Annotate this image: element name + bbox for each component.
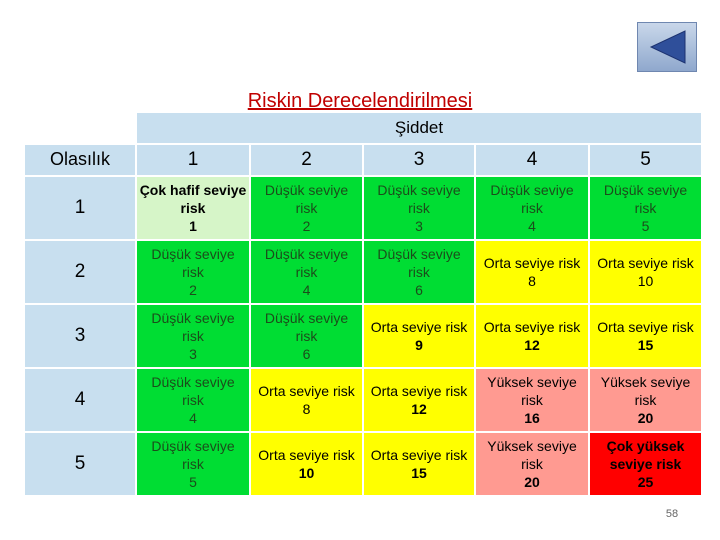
page-title: Riskin Derecelendirilmesi — [247, 90, 473, 112]
risk-label: Orta seviye risk — [370, 446, 468, 463]
risk-score: 25 — [637, 474, 654, 491]
probability-level: 1 — [24, 176, 136, 240]
risk-cell: Orta seviye risk 8 — [475, 240, 589, 304]
severity-header: Şiddet — [136, 112, 702, 144]
risk-score: 16 — [524, 410, 540, 427]
severity-level: 4 — [475, 144, 589, 176]
risk-label: Yüksek seviye risk — [487, 373, 577, 408]
risk-cell: Düşük seviye risk 6 — [363, 240, 475, 304]
risk-cell: Orta seviye risk 10 — [589, 240, 702, 304]
risk-label: Düşük seviye risk — [264, 309, 349, 344]
risk-label: Orta seviye risk — [597, 254, 694, 271]
risk-cell: Orta seviye risk 8 — [250, 368, 363, 432]
risk-score: 4 — [189, 410, 197, 427]
risk-cell: Çok yüksek seviye risk 25 — [589, 432, 702, 496]
risk-score: 8 — [528, 273, 536, 289]
risk-cell: Düşük seviye risk 3 — [136, 304, 250, 368]
severity-level: 1 — [136, 144, 250, 176]
risk-cell: Düşük seviye risk 4 — [475, 176, 589, 240]
risk-label: Orta seviye risk — [258, 382, 355, 399]
risk-score: 6 — [415, 282, 423, 299]
risk-label: Orta seviye risk — [597, 318, 694, 335]
risk-label: Çok yüksek seviye risk — [606, 437, 685, 472]
risk-cell: Düşük seviye risk 6 — [250, 304, 363, 368]
risk-score: 4 — [528, 218, 536, 235]
risk-cell: Düşük seviye risk 2 — [250, 176, 363, 240]
risk-cell: Orta seviye risk 12 — [475, 304, 589, 368]
risk-cell: Yüksek seviye risk 16 — [475, 368, 589, 432]
risk-score: 5 — [189, 474, 197, 491]
risk-label: Orta seviye risk — [258, 446, 355, 463]
risk-score: 15 — [637, 337, 654, 353]
risk-label: Orta seviye risk — [483, 254, 581, 271]
risk-label: Düşük seviye risk — [490, 181, 574, 216]
severity-level: 3 — [363, 144, 475, 176]
probability-level: 2 — [24, 240, 136, 304]
page-number: 58 — [665, 508, 679, 520]
risk-label: Orta seviye risk — [483, 318, 581, 335]
risk-score: 1 — [189, 218, 197, 235]
probability-header: Olasılık — [24, 144, 136, 176]
risk-cell: Yüksek seviye risk 20 — [589, 368, 702, 432]
risk-score: 8 — [302, 401, 311, 417]
risk-cell: Orta seviye risk 15 — [363, 432, 475, 496]
probability-level: 3 — [24, 304, 136, 368]
severity-level: 5 — [589, 144, 702, 176]
risk-label: Düşük seviye risk — [151, 437, 235, 472]
matrix-corner — [24, 112, 136, 144]
severity-level: 2 — [250, 144, 363, 176]
risk-label: Düşük seviye risk — [603, 181, 688, 216]
risk-score: 20 — [637, 410, 654, 427]
risk-cell: Yüksek seviye risk 20 — [475, 432, 589, 496]
risk-score: 4 — [302, 282, 311, 299]
risk-score: 20 — [524, 474, 540, 491]
risk-label: Düşük seviye risk — [151, 373, 235, 408]
risk-label: Yüksek seviye risk — [600, 373, 691, 408]
risk-cell: Düşük seviye risk 5 — [136, 432, 250, 496]
risk-score: 15 — [411, 465, 427, 481]
risk-score: 3 — [189, 346, 197, 363]
risk-label: Düşük seviye risk — [377, 181, 461, 216]
risk-label: Düşük seviye risk — [151, 309, 235, 344]
risk-label: Düşük seviye risk — [264, 181, 349, 216]
risk-label: Düşük seviye risk — [377, 245, 461, 280]
risk-cell: Düşük seviye risk 4 — [136, 368, 250, 432]
risk-score: 10 — [637, 273, 654, 289]
risk-score: 10 — [298, 465, 315, 481]
risk-label: Yüksek seviye risk — [487, 437, 577, 472]
back-button[interactable] — [637, 22, 697, 72]
risk-cell: Orta seviye risk 9 — [363, 304, 475, 368]
risk-cell: Düşük seviye risk 5 — [589, 176, 702, 240]
probability-level: 4 — [24, 368, 136, 432]
risk-cell: Orta seviye risk 10 — [250, 432, 363, 496]
risk-score: 3 — [415, 218, 423, 235]
risk-label: Çok hafif seviye risk — [139, 181, 247, 216]
probability-level: 5 — [24, 432, 136, 496]
risk-label: Düşük seviye risk — [151, 245, 235, 280]
risk-score: 6 — [302, 346, 311, 363]
back-triangle-icon — [649, 30, 686, 64]
risk-score: 9 — [415, 337, 423, 353]
risk-cell: Orta seviye risk 12 — [363, 368, 475, 432]
risk-score: 12 — [524, 337, 540, 353]
risk-label: Orta seviye risk — [370, 382, 468, 399]
risk-cell: Düşük seviye risk 3 — [363, 176, 475, 240]
risk-matrix: Şiddet Olasılık 1 2 3 4 5 1 Çok hafif se… — [24, 112, 702, 496]
risk-score: 5 — [641, 218, 650, 235]
risk-score: 2 — [302, 218, 311, 235]
risk-score: 12 — [411, 401, 427, 417]
risk-cell: Orta seviye risk 15 — [589, 304, 702, 368]
risk-cell: Çok hafif seviye risk 1 — [136, 176, 250, 240]
risk-cell: Düşük seviye risk 4 — [250, 240, 363, 304]
risk-cell: Düşük seviye risk 2 — [136, 240, 250, 304]
risk-score: 2 — [189, 282, 197, 299]
risk-label: Düşük seviye risk — [264, 245, 349, 280]
risk-label: Orta seviye risk — [370, 318, 468, 335]
